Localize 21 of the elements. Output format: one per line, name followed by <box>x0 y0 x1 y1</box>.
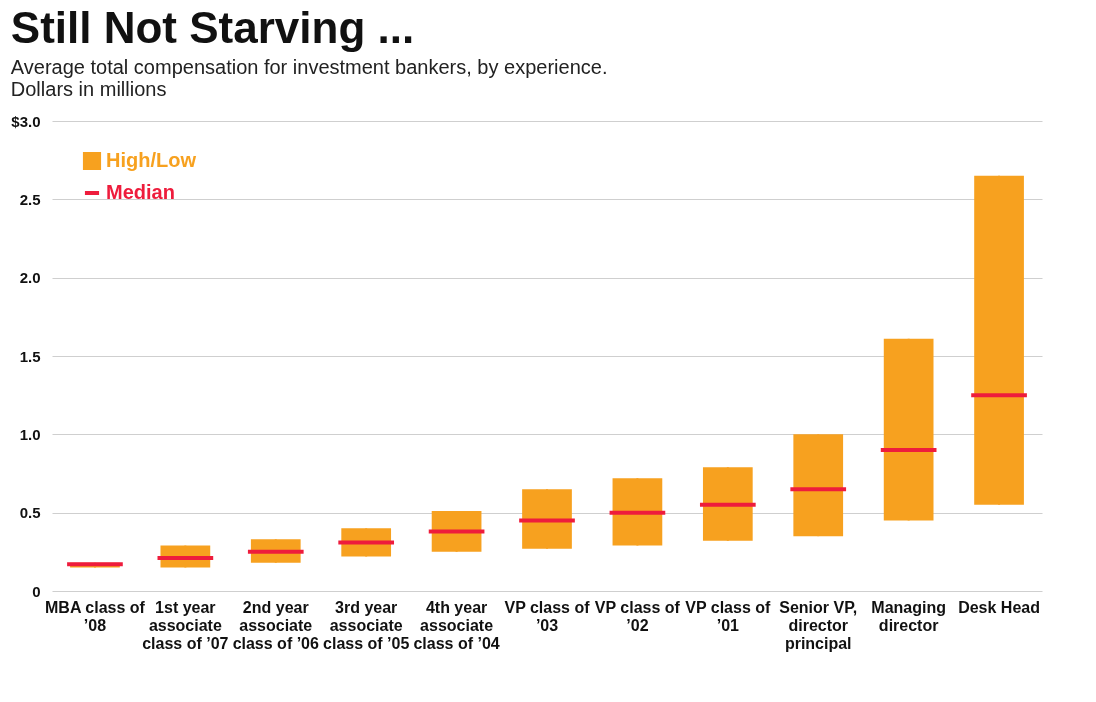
x-tick-label: Managing director <box>871 598 946 634</box>
x-tick-label: VP class of ’03 <box>504 598 591 634</box>
x-tick-label: 4th year associate class of ’04 <box>413 598 500 652</box>
y-tick-label: 0 <box>32 582 41 600</box>
y-tick-label: 2.5 <box>19 190 41 208</box>
y-tick-label: 0.5 <box>19 504 41 522</box>
y-tick-label: 2.0 <box>19 269 41 287</box>
x-tick-label: VP class of ’02 <box>594 598 681 634</box>
y-tick-label: 1.5 <box>19 347 41 365</box>
x-tick-label: Desk Head <box>958 598 1040 616</box>
x-tick-label: 2nd year associate class of ’06 <box>232 598 319 652</box>
y-axis-title: Dollars in millions <box>10 78 167 100</box>
x-tick-label: VP class of ’01 <box>685 598 772 634</box>
y-tick-label: 1.0 <box>19 425 41 443</box>
legend-label: High/Low <box>106 149 197 171</box>
chart-title: Still Not Starving ... <box>10 3 415 52</box>
chart-subtitle: Average total compensation for investment bankers, by experience. <box>10 56 608 78</box>
x-tick-label: Senior VP, director principal <box>779 598 858 652</box>
y-tick-label: $3.0 <box>11 112 41 130</box>
x-tick-label: 3rd year associate class of ’05 <box>323 598 410 652</box>
annotation: Median <box>106 181 175 203</box>
